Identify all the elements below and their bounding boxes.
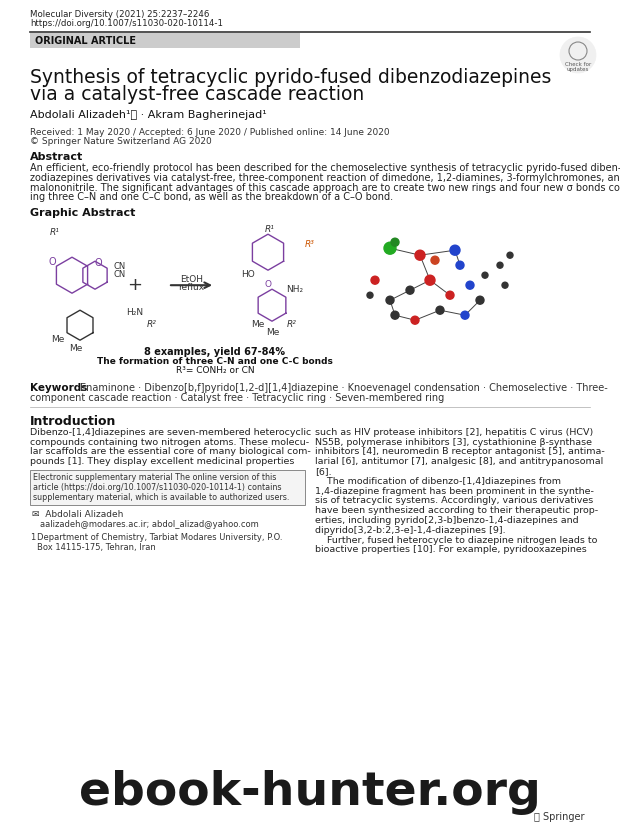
Text: erties, including pyrido[2,3-b]benzo-1,4-diazepines and: erties, including pyrido[2,3-b]benzo-1,4… [315,516,578,525]
Text: R²: R² [147,321,157,330]
Text: Abdolali Alizadeh¹ⓘ · Akram Bagherinejad¹: Abdolali Alizadeh¹ⓘ · Akram Bagherinejad… [30,110,267,120]
Text: R³= CONH₂ or CN: R³= CONH₂ or CN [175,366,254,375]
Text: Enaminone · Dibenzo[b,f]pyrido[1,2-d][1,4]diazepine · Knoevenagel condensation ·: Enaminone · Dibenzo[b,f]pyrido[1,2-d][1,… [80,383,608,393]
Circle shape [497,262,503,268]
Text: such as HIV protease inhibitors [2], hepatitis C virus (HCV): such as HIV protease inhibitors [2], hep… [315,428,593,437]
Circle shape [431,256,439,265]
Circle shape [386,296,394,304]
Text: 1,4-diazepine fragment has been prominent in the synthe-: 1,4-diazepine fragment has been prominen… [315,487,594,495]
Text: ORIGINAL ARTICLE: ORIGINAL ARTICLE [35,35,136,45]
Circle shape [461,311,469,319]
Text: 8 examples, yield 67-84%: 8 examples, yield 67-84% [144,347,285,357]
Circle shape [507,252,513,258]
Circle shape [502,282,508,288]
Text: compounds containing two nitrogen atoms. These molecu-: compounds containing two nitrogen atoms.… [30,438,309,447]
Circle shape [391,311,399,319]
Text: lar scaffolds are the essential core of many biological com-: lar scaffolds are the essential core of … [30,447,311,456]
Circle shape [411,316,419,324]
Text: H₂N: H₂N [126,308,144,317]
Circle shape [456,261,464,269]
Text: article (https://doi.org/10.1007/s11030-020-10114-1) contains: article (https://doi.org/10.1007/s11030-… [33,483,281,492]
Text: Molecular Diversity (2021) 25:2237–2246: Molecular Diversity (2021) 25:2237–2246 [30,10,210,19]
Circle shape [466,281,474,289]
Bar [30,33,300,48]
Text: Me: Me [51,335,64,344]
Circle shape [415,250,425,260]
Text: larial [6], antitumor [7], analgesic [8], and antitrypanosomal: larial [6], antitumor [7], analgesic [8]… [315,457,603,466]
Text: Ⓜ Springer: Ⓜ Springer [534,812,585,822]
Text: +: + [128,276,143,294]
Text: CN: CN [113,262,125,271]
Text: R¹: R¹ [265,225,275,234]
Text: Graphic Abstract: Graphic Abstract [30,208,135,218]
Circle shape [371,276,379,284]
Text: Received: 1 May 2020 / Accepted: 6 June 2020 / Published online: 14 June 2020: Received: 1 May 2020 / Accepted: 6 June … [30,128,389,137]
Text: https://doi.org/10.1007/s11030-020-10114-1: https://doi.org/10.1007/s11030-020-10114… [30,19,223,28]
Text: HO: HO [241,270,255,279]
Text: updates: updates [567,67,589,72]
Text: R¹: R¹ [50,228,60,237]
Text: aalizadeh@modares.ac.ir; abdol_alizad@yahoo.com: aalizadeh@modares.ac.ir; abdol_alizad@ya… [40,520,259,529]
Text: ✉  Abdolali Alizadeh: ✉ Abdolali Alizadeh [32,510,123,519]
Text: sis of tetracyclic systems. Accordingly, various derivatives: sis of tetracyclic systems. Accordingly,… [315,496,593,505]
Text: R²: R² [287,321,297,330]
Text: supplementary material, which is available to authorized users.: supplementary material, which is availab… [33,493,290,502]
Text: dipyrido[3,2-b:2,3-e]-1,4-diazepines [9].: dipyrido[3,2-b:2,3-e]-1,4-diazepines [9]… [315,526,506,535]
Text: via a catalyst-free cascade reaction: via a catalyst-free cascade reaction [30,85,365,104]
Text: Check for: Check for [565,62,591,67]
Text: O: O [265,280,272,289]
Text: Electronic supplementary material The online version of this: Electronic supplementary material The on… [33,473,277,482]
Bar [30,220,590,375]
Text: Synthesis of tetracyclic pyrido-fused dibenzodiazepines: Synthesis of tetracyclic pyrido-fused di… [30,68,551,87]
Text: Box 14115-175, Tehran, Iran: Box 14115-175, Tehran, Iran [37,543,156,552]
Text: O: O [94,258,102,268]
Text: O: O [48,257,56,267]
Text: Me: Me [69,344,82,353]
Text: reflux: reflux [179,283,205,293]
Circle shape [436,307,444,314]
Text: 1: 1 [30,533,35,542]
Text: zodiazepines derivatives via catalyst-free, three-component reaction of dimedone: zodiazepines derivatives via catalyst-fr… [30,173,620,183]
Text: Abstract: Abstract [30,152,83,162]
Text: have been synthesized according to their therapeutic prop-: have been synthesized according to their… [315,506,598,515]
Bar [30,470,305,505]
Circle shape [476,296,484,304]
Circle shape [391,238,399,246]
Text: Keywords: Keywords [30,383,87,393]
Text: NH₂: NH₂ [286,285,304,294]
Text: Introduction: Introduction [30,414,117,428]
Text: [6].: [6]. [315,467,332,476]
Text: EtOH: EtOH [180,275,203,284]
Text: ebook-hunter.org: ebook-hunter.org [79,770,541,815]
Text: © Springer Nature Switzerland AG 2020: © Springer Nature Switzerland AG 2020 [30,137,212,146]
Circle shape [384,242,396,254]
Text: CN: CN [113,270,125,279]
Circle shape [425,275,435,285]
Circle shape [482,272,488,279]
Text: Me: Me [267,328,280,337]
Circle shape [367,293,373,298]
Text: pounds [1]. They display excellent medicinal properties: pounds [1]. They display excellent medic… [30,457,294,466]
Text: bioactive properties [10]. For example, pyridooxazepines: bioactive properties [10]. For example, … [315,545,587,555]
Text: component cascade reaction · Catalyst free · Tetracyclic ring · Seven-membered r: component cascade reaction · Catalyst fr… [30,393,445,403]
Circle shape [560,37,596,73]
Circle shape [450,246,460,255]
Text: Department of Chemistry, Tarbiat Modares University, P.O.: Department of Chemistry, Tarbiat Modares… [37,533,283,542]
Text: An efficient, eco-friendly protocol has been described for the chemoselective sy: An efficient, eco-friendly protocol has … [30,163,620,173]
Circle shape [406,286,414,294]
Text: The formation of three C-N and one C-C bonds: The formation of three C-N and one C-C b… [97,357,333,366]
Text: NS5B, polymerase inhibitors [3], cystathionine β-synthase: NS5B, polymerase inhibitors [3], cystath… [315,438,592,447]
Text: malononitrile. The significant advantages of this cascade approach are to create: malononitrile. The significant advantage… [30,183,620,193]
Text: Me: Me [251,321,265,330]
Text: Further, fused heterocycle to diazepine nitrogen leads to: Further, fused heterocycle to diazepine … [315,536,598,545]
Text: inhibitors [4], neuromedin B receptor antagonist [5], antima-: inhibitors [4], neuromedin B receptor an… [315,447,604,456]
Circle shape [446,291,454,299]
Text: Dibenzo-[1,4]diazepines are seven-membered heterocyclic: Dibenzo-[1,4]diazepines are seven-member… [30,428,311,437]
Text: The modification of dibenzo-[1,4]diazepines from: The modification of dibenzo-[1,4]diazepi… [315,477,561,486]
Text: ing three C–N and one C–C bond, as well as the breakdown of a C–O bond.: ing three C–N and one C–C bond, as well … [30,192,393,203]
Text: R³: R³ [305,241,315,249]
